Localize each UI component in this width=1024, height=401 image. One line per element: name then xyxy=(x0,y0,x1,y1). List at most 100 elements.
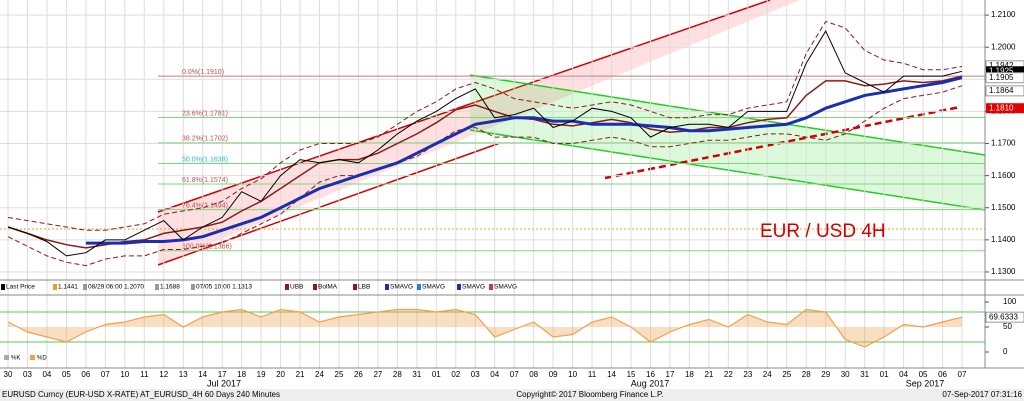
x-tick-label: 01 xyxy=(432,370,441,379)
x-tick-label: 31 xyxy=(860,370,869,379)
oscillator-line xyxy=(7,308,963,348)
legend-entry: SMAVG xyxy=(390,284,413,291)
price-tag-label: 1.1864 xyxy=(989,86,1014,95)
x-tick-label: 03 xyxy=(471,370,480,379)
legend-entry: 08/29 06:00 1.2070 xyxy=(88,284,144,291)
x-tick-label: 26 xyxy=(354,370,363,379)
x-tick-label: 09 xyxy=(549,370,558,379)
legend-swatch xyxy=(83,284,87,290)
footer-center: Copyright© 2017 Bloomberg Finance L.P. xyxy=(516,390,663,399)
legend-swatch xyxy=(353,284,357,290)
x-tick-label: 25 xyxy=(782,370,791,379)
x-tick-label: 31 xyxy=(412,370,421,379)
x-tick-label: 07 xyxy=(958,370,967,379)
x-tick-label: 14 xyxy=(198,370,207,379)
y-tick-label: 1.1400 xyxy=(991,235,1016,244)
oscillator-tag xyxy=(985,311,1024,323)
x-tick-label: 17 xyxy=(666,370,675,379)
x-tick-label: 10 xyxy=(568,370,577,379)
x-tick-label: 05 xyxy=(919,370,928,379)
legend-swatch xyxy=(417,284,421,290)
price-tag-label: 1.1942 xyxy=(989,61,1014,70)
fib-label: 100.0%(1.1366) xyxy=(182,244,232,251)
x-tick-label: 24 xyxy=(315,370,324,379)
price-tag xyxy=(986,66,1024,77)
x-tick-label: 06 xyxy=(81,370,90,379)
x-tick-label: 25 xyxy=(335,370,344,379)
footer-bar xyxy=(0,389,1024,401)
x-tick-label: 19 xyxy=(257,370,266,379)
month-label: Sep 2017 xyxy=(906,378,945,388)
x-tick-label: 11 xyxy=(140,370,149,379)
x-tick-label: 06 xyxy=(938,370,947,379)
legend-entry: BolMA xyxy=(318,284,338,291)
x-tick-label: 30 xyxy=(841,370,850,379)
x-tick-label: 10 xyxy=(120,370,129,379)
legend-entry: Last Price xyxy=(6,284,35,291)
legend-entry: SMAVG xyxy=(462,284,485,291)
series-line xyxy=(7,30,963,257)
y-tick-label: 0 xyxy=(1003,347,1008,356)
x-tick-label: 08 xyxy=(529,370,538,379)
y-tick-label: 50 xyxy=(1003,322,1012,331)
fib-label: 38.2%(1.1702) xyxy=(182,136,228,143)
price-tag xyxy=(986,103,1024,114)
footer-right: 07-Sep-2017 07:31:16 xyxy=(942,390,1022,399)
series-line xyxy=(85,76,963,245)
legend-swatch xyxy=(30,355,35,360)
x-tick-label: 20 xyxy=(276,370,285,379)
legend-swatch xyxy=(385,284,389,290)
x-tick-label: 12 xyxy=(159,370,168,379)
legend-entry: %D xyxy=(37,356,47,362)
x-tick-label: 18 xyxy=(237,370,246,379)
legend-entry: SMAVG xyxy=(422,284,445,291)
legend-swatch xyxy=(285,284,289,290)
x-tick-label: 21 xyxy=(704,370,713,379)
x-tick-label: 27 xyxy=(373,370,382,379)
legend-swatch xyxy=(1,284,5,290)
month-label: Jul 2017 xyxy=(207,378,241,388)
legend-swatch xyxy=(53,284,57,290)
legend-swatch xyxy=(489,284,493,290)
legend-swatch xyxy=(191,284,195,290)
y-tick-label: 1.1600 xyxy=(991,171,1016,180)
fib-label: 76.4%(1.1494) xyxy=(182,203,228,210)
x-tick-label: 11 xyxy=(588,370,597,379)
y-tick-label: 1.2000 xyxy=(991,42,1016,51)
legend-entry: 1.1441 xyxy=(58,284,78,291)
y-tick-label: 1.1300 xyxy=(991,267,1016,276)
legend-swatch xyxy=(457,284,461,290)
fib-label: 0.0%(1.1910) xyxy=(182,69,224,76)
x-tick-label: 23 xyxy=(743,370,752,379)
x-tick-label: 24 xyxy=(763,370,772,379)
x-tick-label: 02 xyxy=(451,370,460,379)
x-tick-label: 22 xyxy=(724,370,733,379)
price-tag-label: 1.1905 xyxy=(989,73,1014,82)
x-tick-label: 04 xyxy=(899,370,908,379)
fib-label: 50.0%(1.1638) xyxy=(182,156,228,163)
x-tick-label: 07 xyxy=(101,370,110,379)
x-tick-label: 18 xyxy=(685,370,694,379)
x-tick-label: 21 xyxy=(296,370,305,379)
x-tick-label: 13 xyxy=(179,370,188,379)
x-tick-label: 04 xyxy=(42,370,51,379)
month-label: Aug 2017 xyxy=(631,378,670,388)
x-tick-label: 28 xyxy=(393,370,402,379)
price-tag-label: 1.1925 xyxy=(989,66,1014,75)
legend-swatch xyxy=(313,284,317,290)
red-channel-fill xyxy=(158,0,800,265)
x-tick-label: 01 xyxy=(880,370,889,379)
price-tag xyxy=(985,85,1024,97)
legend-swatch xyxy=(4,355,9,360)
y-tick-label: 1.1700 xyxy=(991,139,1016,148)
legend-entry: %K xyxy=(11,356,20,362)
x-tick-label: 03 xyxy=(23,370,32,379)
legend-swatch xyxy=(155,284,159,290)
series-line xyxy=(7,75,963,249)
series-line xyxy=(7,20,963,231)
series-line xyxy=(7,85,963,267)
oscillator-tag-label: 69.6333 xyxy=(989,312,1018,321)
legend-entry: SMAVG xyxy=(494,284,517,291)
